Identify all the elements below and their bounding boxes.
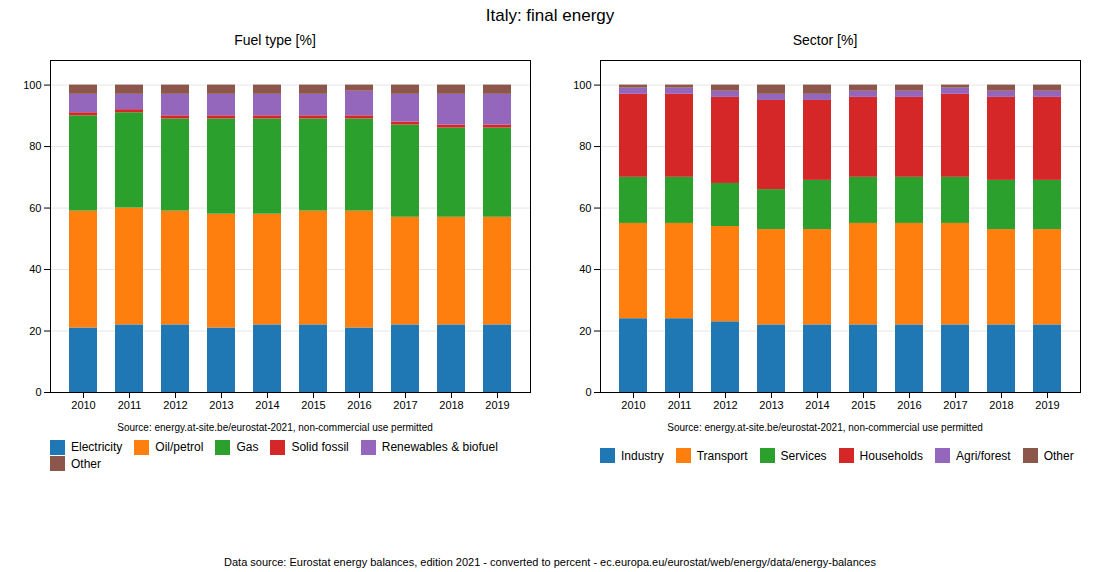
html-text:Renewables & biofuel: Renewables & biofuel xyxy=(381,440,498,455)
svg-text:20: 20 xyxy=(579,325,591,337)
svg-text:2019: 2019 xyxy=(1035,399,1059,411)
html-text:Services: Services xyxy=(780,448,827,463)
html-text:Gas: Gas xyxy=(236,440,259,455)
svg-text:2019: 2019 xyxy=(485,399,509,411)
html-text:Industry: Industry xyxy=(621,448,664,463)
html-text:Households: Households xyxy=(859,448,923,463)
svg-text:2016: 2016 xyxy=(897,399,921,411)
svg-text:2010: 2010 xyxy=(71,399,95,411)
svg-text:2012: 2012 xyxy=(713,399,737,411)
svg-text:2014: 2014 xyxy=(255,399,279,411)
svg-text:100: 100 xyxy=(573,79,591,91)
svg-text:60: 60 xyxy=(29,202,41,214)
svg-text:2018: 2018 xyxy=(439,399,463,411)
html-text:Other: Other xyxy=(1043,448,1074,463)
svg-text:80: 80 xyxy=(29,140,41,152)
html-text:Agri/forest: Agri/forest xyxy=(956,448,1011,463)
svg-text:100: 100 xyxy=(23,79,41,91)
html-text:Other: Other xyxy=(71,456,101,471)
svg-text:2015: 2015 xyxy=(851,399,875,411)
svg-text:2015: 2015 xyxy=(301,399,325,411)
svg-text:2011: 2011 xyxy=(668,399,692,411)
svg-text:2010: 2010 xyxy=(621,399,645,411)
svg-text:40: 40 xyxy=(29,263,41,275)
svg-text:2016: 2016 xyxy=(347,399,371,411)
html-text:Transport: Transport xyxy=(696,448,748,463)
html-text:Data source: Eurostat energy b: Data source: Eurostat energy balances, e… xyxy=(224,556,876,568)
svg-text:0: 0 xyxy=(585,386,591,398)
svg-text:60: 60 xyxy=(579,202,591,214)
html-text:Oil/petrol: Oil/petrol xyxy=(155,440,204,455)
svg-text:2017: 2017 xyxy=(943,399,967,411)
html-text:Fuel type [%]: Fuel type [%] xyxy=(234,32,316,48)
html-text:Italy: final energy: Italy: final energy xyxy=(485,6,615,25)
svg-text:2014: 2014 xyxy=(805,399,829,411)
html-text:Solid fossil: Solid fossil xyxy=(291,440,349,455)
svg-text:2012: 2012 xyxy=(163,399,187,411)
svg-text:2011: 2011 xyxy=(118,399,142,411)
svg-text:2013: 2013 xyxy=(759,399,783,411)
svg-text:40: 40 xyxy=(579,263,591,275)
html-text:Source: energy.at-site.be/euro: Source: energy.at-site.be/eurostat-2021,… xyxy=(117,422,433,433)
html-text:Sector [%]: Sector [%] xyxy=(792,32,858,48)
svg-text:80: 80 xyxy=(579,140,591,152)
svg-text:2018: 2018 xyxy=(989,399,1013,411)
html-text:Electricity: Electricity xyxy=(71,440,123,455)
svg-text:2013: 2013 xyxy=(209,399,233,411)
svg-text:2017: 2017 xyxy=(393,399,417,411)
svg-text:20: 20 xyxy=(29,325,41,337)
svg-text:0: 0 xyxy=(35,386,41,398)
html-text:Source: energy.at-site.be/euro: Source: energy.at-site.be/eurostat-2021,… xyxy=(667,422,983,433)
